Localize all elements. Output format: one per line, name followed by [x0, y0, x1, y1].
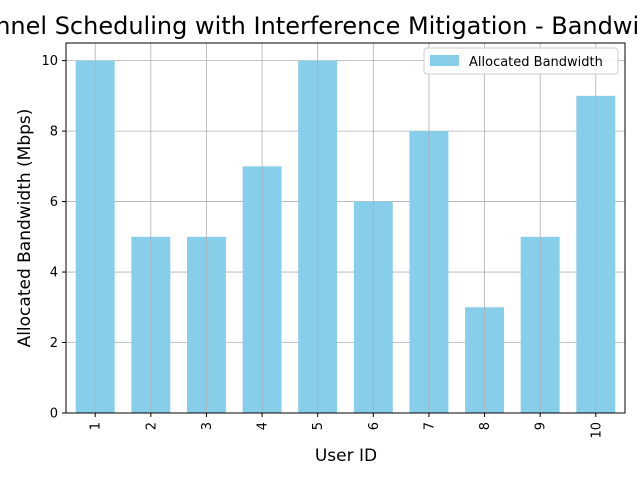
x-axis-label: User ID	[315, 446, 377, 466]
x-tick-label: 7	[422, 422, 437, 430]
chart-title: Dynamic Channel Scheduling with Interfer…	[0, 12, 640, 40]
y-axis-label: Allocated Bandwidth (Mbps)	[15, 109, 35, 348]
x-tick-label: 10	[589, 422, 604, 439]
x-tick-label: 1	[89, 422, 104, 430]
x-tick-label: 3	[200, 422, 215, 430]
x-tick-label: 9	[534, 422, 549, 430]
legend-box	[423, 47, 619, 75]
y-tick-label: 0	[50, 407, 58, 422]
y-tick-label: 10	[41, 54, 58, 69]
x-tick-label: 6	[367, 422, 382, 430]
y-tick-label: 6	[50, 195, 58, 210]
x-tick-label: 2	[144, 422, 159, 430]
x-tick-label: 4	[256, 422, 271, 430]
legend: Allocated Bandwidth	[423, 47, 619, 75]
y-tick-label: 4	[50, 266, 58, 281]
x-tick-label: 5	[311, 422, 326, 430]
x-tick-label: 8	[478, 422, 493, 430]
y-tick-label: 2	[50, 336, 58, 351]
legend-swatch	[430, 55, 459, 66]
y-tick-label: 8	[50, 125, 58, 140]
legend-label: Allocated Bandwidth	[469, 55, 603, 70]
grid-overlay	[94, 43, 597, 413]
plot-area-frame	[65, 42, 626, 414]
bars	[75, 60, 616, 413]
